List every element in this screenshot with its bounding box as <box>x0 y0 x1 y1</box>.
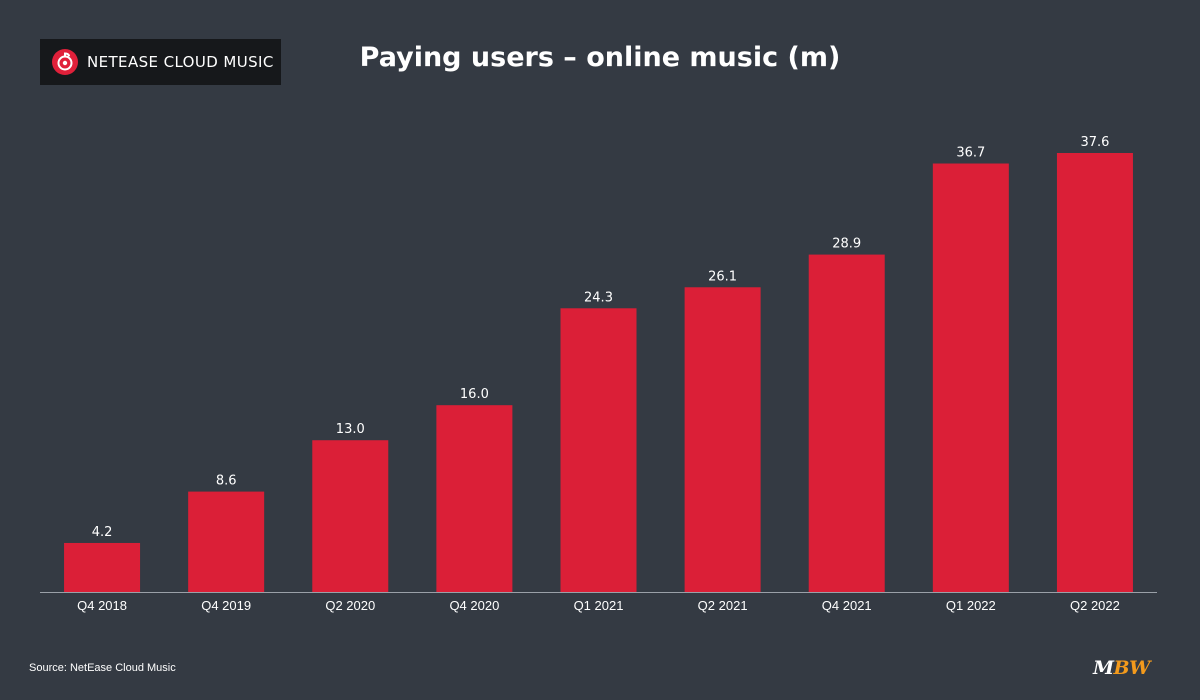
x-tick-label: Q2 2020 <box>325 598 375 613</box>
data-label: 36.7 <box>956 146 985 161</box>
data-label: 26.1 <box>708 269 737 284</box>
mbw-logo: MBW <box>1093 657 1150 679</box>
logo-text: NETEASE CLOUD MUSIC <box>87 53 274 71</box>
x-tick-label: Q1 2021 <box>574 598 624 613</box>
x-tick-label: Q2 2022 <box>1070 598 1120 613</box>
data-label: 37.6 <box>1080 135 1109 150</box>
bar <box>808 254 885 592</box>
data-label: 24.3 <box>584 290 613 305</box>
bar <box>560 308 637 592</box>
mbw-logo-m: M <box>1093 657 1114 679</box>
netease-logo-badge: NETEASE CLOUD MUSIC <box>40 39 281 85</box>
x-tick-label: Q4 2021 <box>822 598 872 613</box>
bar <box>436 405 513 592</box>
data-label: 28.9 <box>832 237 861 252</box>
netease-cloud-music-logo-icon <box>52 49 78 75</box>
data-label: 4.2 <box>92 525 113 540</box>
x-tick-label: Q1 2022 <box>946 598 996 613</box>
x-tick-label: Q4 2019 <box>201 598 251 613</box>
bar <box>1056 153 1133 592</box>
bar <box>312 440 389 592</box>
x-tick-label: Q4 2018 <box>77 598 127 613</box>
source-note: Source: NetEase Cloud Music <box>29 662 176 674</box>
bar <box>188 491 265 592</box>
bar <box>932 163 1009 592</box>
data-label: 8.6 <box>216 474 237 489</box>
mbw-logo-bw: BW <box>1113 657 1151 679</box>
data-label: 13.0 <box>336 422 365 437</box>
bar <box>684 287 761 592</box>
data-label: 16.0 <box>460 387 489 402</box>
x-tick-label: Q4 2020 <box>449 598 499 613</box>
chart-title: Paying users – online music (m) <box>359 42 841 73</box>
x-tick-label: Q2 2021 <box>698 598 748 613</box>
bar <box>64 542 141 592</box>
